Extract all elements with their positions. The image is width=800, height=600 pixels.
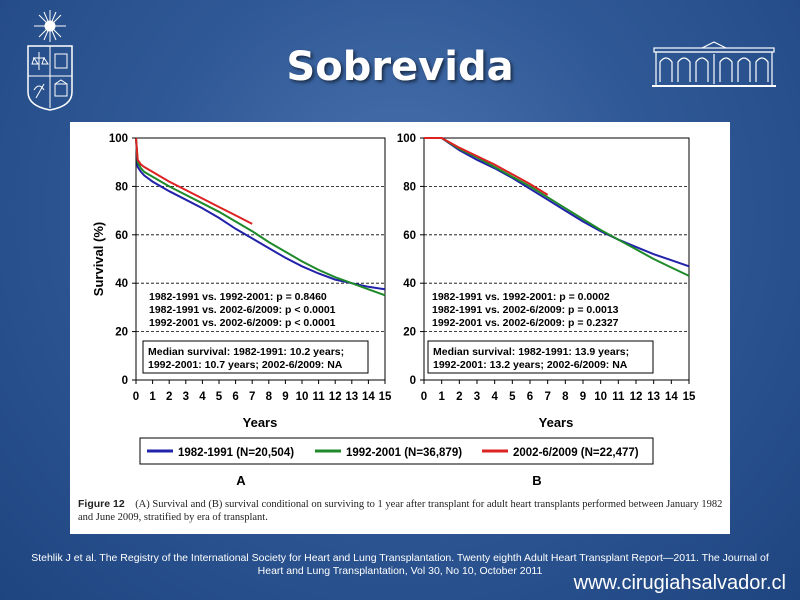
median-box-b: [427, 340, 654, 374]
x-tick-label: 9: [580, 391, 586, 403]
x-tick-label: 14: [665, 391, 678, 403]
y-tick-label: 40: [115, 278, 128, 290]
x-tick-label: 11: [612, 391, 625, 403]
x-tick-label: 1: [149, 391, 156, 403]
y-tick-label: 100: [109, 133, 128, 145]
series-line: [135, 137, 253, 225]
median-line: 1992-2001: 13.2 years; 2002-6/2009: NA: [433, 359, 628, 371]
x-tick-label: 6: [527, 391, 533, 403]
x-tick-label: 8: [562, 391, 569, 403]
y-tick-label: 0: [410, 375, 416, 387]
plot-area-a: [135, 137, 386, 381]
x-axis-label: Years: [243, 415, 278, 430]
y-tick-label: 80: [115, 181, 128, 193]
panel-label-b: B: [532, 473, 541, 488]
y-tick-label: 20: [403, 327, 416, 339]
x-tick-label: 8: [266, 391, 273, 403]
x-axis-label: Years: [539, 415, 574, 430]
x-tick-label: 12: [630, 391, 643, 403]
citation-line-1: Stehlik J et al. The Registry of the Int…: [31, 552, 769, 564]
figure-caption-text: (A) Survival and (B) survival conditiona…: [78, 499, 723, 523]
x-tick-label: 11: [313, 391, 326, 403]
series-line: [424, 137, 549, 196]
x-tick-label: 13: [647, 391, 660, 403]
x-tick-label: 5: [509, 391, 516, 403]
stats-line: 1982-1991 vs. 2002-6/2009: p < 0.0001: [149, 304, 336, 316]
y-tick-label: 80: [403, 181, 416, 193]
y-tick-label: 60: [403, 230, 416, 242]
website-link[interactable]: www.cirugiahsalvador.cl: [573, 572, 786, 594]
x-tick-label: 0: [133, 391, 139, 403]
x-tick-label: 4: [199, 391, 206, 403]
x-tick-label: 13: [345, 391, 358, 403]
y-tick-label: 100: [397, 133, 416, 145]
x-tick-label: 12: [329, 391, 342, 403]
series-line: [135, 137, 386, 291]
plot-area-b: [423, 137, 690, 381]
y-tick-label: 20: [115, 327, 128, 339]
x-tick-label: 9: [282, 391, 288, 403]
median-line: Median survival: 1982-1991: 13.9 years;: [433, 346, 629, 358]
x-tick-label: 10: [594, 391, 607, 403]
citation: Stehlik J et al. The Registry of the Int…: [0, 552, 800, 578]
building-logo: [652, 41, 776, 87]
x-tick-label: 6: [232, 391, 238, 403]
legend-label-1982: 1982-1991 (N=20,504): [178, 447, 294, 459]
stats-line: 1982-1991 vs. 2002-6/2009: p = 0.0013: [432, 304, 619, 316]
median-line: 1992-2001: 10.7 years; 2002-6/2009: NA: [148, 359, 343, 371]
median-line: Median survival: 1982-1991: 10.2 years;: [148, 346, 344, 358]
legend: 1982-1991 (N=20,504) 1992-2001 (N=36,879…: [139, 437, 654, 465]
university-crest-logo: [27, 10, 73, 111]
panel-label-a: A: [236, 473, 246, 488]
x-tick-label: 7: [544, 391, 550, 403]
x-tick-label: 1: [438, 391, 445, 403]
x-tick-label: 15: [683, 391, 696, 403]
series-line: [424, 137, 690, 277]
x-tick-label: 7: [249, 391, 255, 403]
legend-label-2002: 2002-6/2009 (N=22,477): [513, 447, 639, 459]
x-tick-label: 14: [362, 391, 375, 403]
stats-line: 1992-2001 vs. 2002-6/2009: p = 0.2327: [432, 317, 619, 329]
x-tick-label: 3: [183, 391, 189, 403]
y-tick-label: 60: [115, 230, 128, 242]
figure-panel: 0 20 40 60 80 100 0 1 2 3 4 5 6 7 8 9 10 11 12 13 14 15 Survi…: [70, 122, 730, 534]
x-tick-label: 2: [166, 391, 172, 403]
legend-label-1992: 1992-2001 (N=36,879): [346, 447, 462, 459]
median-box-a: [142, 340, 369, 374]
legend-box: [139, 437, 654, 465]
y-tick-label: 40: [403, 278, 416, 290]
y-axis-label: Survival (%): [91, 222, 106, 296]
x-tick-label: 10: [296, 391, 309, 403]
series-line: [424, 137, 690, 268]
stats-line: 1982-1991 vs. 1992-2001: p = 0.8460: [149, 291, 327, 303]
x-tick-label: 3: [474, 391, 480, 403]
x-tick-label: 15: [379, 391, 392, 403]
slide-title: Sobrevida: [286, 44, 514, 90]
x-tick-label: 5: [216, 391, 223, 403]
y-tick-label: 0: [122, 375, 128, 387]
x-tick-label: 4: [491, 391, 498, 403]
figure-label: Figure 12: [78, 498, 125, 510]
citation-line-2: Heart and Lung Transplantation, Vol 30, …: [257, 565, 543, 577]
x-tick-label: 2: [456, 391, 462, 403]
series-line: [135, 137, 386, 297]
stats-line: 1992-2001 vs. 2002-6/2009: p < 0.0001: [149, 317, 336, 329]
figure-caption: Figure 12 (A) Survival and (B) survival …: [78, 498, 728, 524]
stats-line: 1982-1991 vs. 1992-2001: p = 0.0002: [432, 291, 610, 303]
x-tick-label: 0: [421, 391, 427, 403]
